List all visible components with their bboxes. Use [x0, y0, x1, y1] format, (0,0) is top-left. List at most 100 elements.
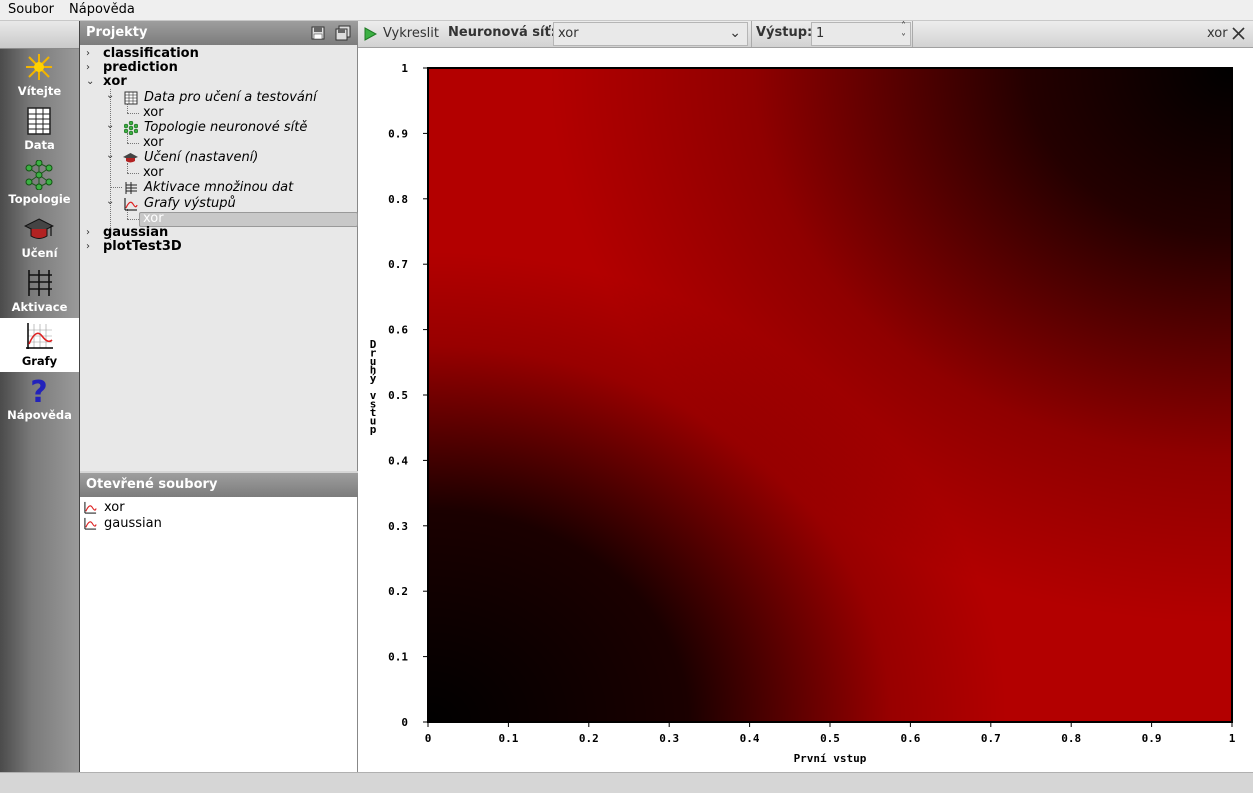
topology-icon [124, 121, 138, 135]
graph-icon [26, 323, 53, 349]
open-files-title: Otevřené soubory [86, 477, 218, 492]
close-icon[interactable] [1232, 27, 1245, 40]
sidebar-item-label: Grafy [21, 354, 58, 368]
heatmap-chart[interactable]: 0 0.1 0.2 0.3 0.4 0.5 0.6 0.7 0.8 0.9 1 0 0.1 0.2 0.3… [358, 48, 1253, 772]
mode-sidebar: Vítejte Data Topologie Učení [0, 21, 80, 772]
spin-up-icon[interactable]: ˄ [901, 21, 906, 32]
collapse-arrow-icon[interactable]: ⌄ [106, 90, 115, 101]
y-tick-label: 0.3 [388, 520, 408, 533]
expand-arrow-icon[interactable]: › [86, 241, 90, 252]
y-axis-label-char: ý [370, 372, 377, 385]
data-table-icon [124, 91, 138, 105]
activation-icon [125, 182, 137, 194]
x-tick-label: 0.7 [981, 732, 1001, 745]
y-axis-label-char: u [370, 355, 377, 368]
tab-name: xor [1207, 26, 1228, 41]
sidebar-item-welcome[interactable]: Vítejte [0, 48, 79, 102]
tree-item-gaussian[interactable]: gaussian [103, 225, 169, 240]
output-spinbox[interactable]: 1 ˄ ˅ [811, 21, 911, 46]
y-tick-label: 0.7 [388, 258, 408, 271]
y-tick-label: 1 [401, 62, 408, 75]
network-select[interactable]: xor ⌄ [553, 22, 748, 46]
tree-item-graphs-xor[interactable]: xor [143, 211, 164, 226]
projects-title: Projekty [86, 25, 148, 40]
x-tick-label: 0.1 [498, 732, 518, 745]
y-tick-label: 0.4 [388, 454, 408, 467]
tree-item-topology-group[interactable]: Topologie neuronové sítě [144, 120, 308, 135]
x-tick-label: 1 [1229, 732, 1236, 745]
projects-panel-header: Projekty [80, 21, 358, 45]
tree-item-plotTest3D[interactable]: plotTest3D [103, 239, 182, 254]
tree-item-learning-group[interactable]: Učení (nastavení) [144, 150, 259, 165]
tree-item-xor[interactable]: xor [103, 74, 127, 89]
tree-item-graphs-group[interactable]: Grafy výstupů [144, 196, 236, 211]
collapse-arrow-icon[interactable]: ⌄ [106, 120, 115, 131]
sidebar-item-activation[interactable]: Aktivace [0, 264, 79, 318]
output-spinbox-value: 1 [816, 26, 825, 41]
network-select-value: xor [558, 26, 579, 41]
output-label: Výstup: [756, 25, 813, 40]
menu-soubor[interactable]: Soubor [8, 2, 54, 17]
tree-item-learning-xor[interactable]: xor [143, 165, 164, 180]
spin-down-icon[interactable]: ˅ [901, 33, 906, 44]
x-tick-label: 0.9 [1142, 732, 1162, 745]
tree-item-data-xor[interactable]: xor [143, 105, 164, 120]
sidebar-item-learning[interactable]: Učení [0, 210, 79, 264]
y-axis-label-char: D [370, 338, 377, 351]
y-tick-label: 0 [401, 716, 408, 729]
y-axis-label-char: s [370, 398, 377, 411]
open-files-header: Otevřené soubory [80, 473, 358, 497]
x-tick-label: 0.3 [659, 732, 679, 745]
tree-item-prediction[interactable]: prediction [103, 60, 178, 75]
collapse-arrow-icon[interactable]: ⌄ [86, 76, 95, 87]
y-axis-label-char: p [370, 423, 377, 436]
welcome-icon [26, 54, 52, 80]
collapse-arrow-icon[interactable]: ⌄ [106, 150, 115, 161]
y-axis-label-char: h [370, 364, 377, 377]
open-file-xor[interactable]: xor [104, 500, 125, 515]
open-file-gaussian[interactable]: gaussian [104, 516, 162, 531]
expand-arrow-icon[interactable]: › [86, 62, 90, 73]
topology-icon [25, 160, 53, 190]
x-tick-label: 0.8 [1061, 732, 1081, 745]
y-tick-label: 0.8 [388, 193, 408, 206]
tree-item-topology-xor[interactable]: xor [143, 135, 164, 150]
x-axis: 0 0.1 0.2 0.3 0.4 0.5 0.6 0.7 0.8 0.9 1 [425, 722, 1236, 745]
sidebar-item-graphs[interactable]: Grafy [0, 318, 79, 372]
sidebar-item-label: Data [24, 138, 55, 152]
sidebar-item-data[interactable]: Data [0, 102, 79, 156]
y-axis-label-char: v [370, 389, 377, 402]
y-axis: 0 0.1 0.2 0.3 0.4 0.5 0.6 0.7 0.8 0.9 1 [388, 62, 428, 729]
sidebar-top-strip [0, 21, 79, 49]
graph-icon [84, 501, 97, 514]
x-tick-label: 0.6 [900, 732, 920, 745]
sidebar-item-label: Učení [21, 246, 58, 260]
data-table-icon [27, 107, 51, 135]
graph-icon [124, 198, 138, 211]
sidebar-item-help[interactable]: ? Nápověda [0, 372, 79, 426]
tree-item-activation[interactable]: Aktivace množinou dat [144, 180, 294, 195]
y-axis-label-char: r [370, 347, 377, 360]
sidebar-item-label: Aktivace [11, 300, 68, 314]
sidebar-item-topology[interactable]: Topologie [0, 156, 79, 210]
tree-item-classification[interactable]: classification [103, 46, 199, 61]
expand-arrow-icon[interactable]: › [86, 227, 90, 238]
expand-arrow-icon[interactable]: › [86, 48, 90, 59]
graduation-cap-icon [24, 218, 54, 239]
tree-item-data-group[interactable]: Data pro učení a testování [144, 90, 317, 105]
plot-area: 0 0.1 0.2 0.3 0.4 0.5 0.6 0.7 0.8 0.9 1 0 0.1 0.2 0.3… [358, 48, 1253, 772]
network-label: Neuronová síť: [448, 25, 556, 40]
graduation-cap-icon [123, 153, 138, 163]
draw-button-label: Vykreslit [383, 26, 439, 41]
save-all-icon[interactable] [335, 25, 351, 41]
collapse-arrow-icon[interactable]: ⌄ [106, 196, 115, 207]
save-icon[interactable] [311, 26, 325, 40]
sidebar-item-label: Vítejte [17, 84, 62, 98]
menu-bar: Soubor Nápověda [0, 0, 1253, 21]
menu-napoveda[interactable]: Nápověda [69, 2, 135, 17]
y-tick-label: 0.2 [388, 585, 408, 598]
graph-toolbar: Vykreslit Neuronová síť: xor ⌄ Výstup: 1… [358, 21, 1253, 48]
x-tick-label: 0.4 [740, 732, 760, 745]
y-axis-label-char: t [370, 406, 377, 419]
